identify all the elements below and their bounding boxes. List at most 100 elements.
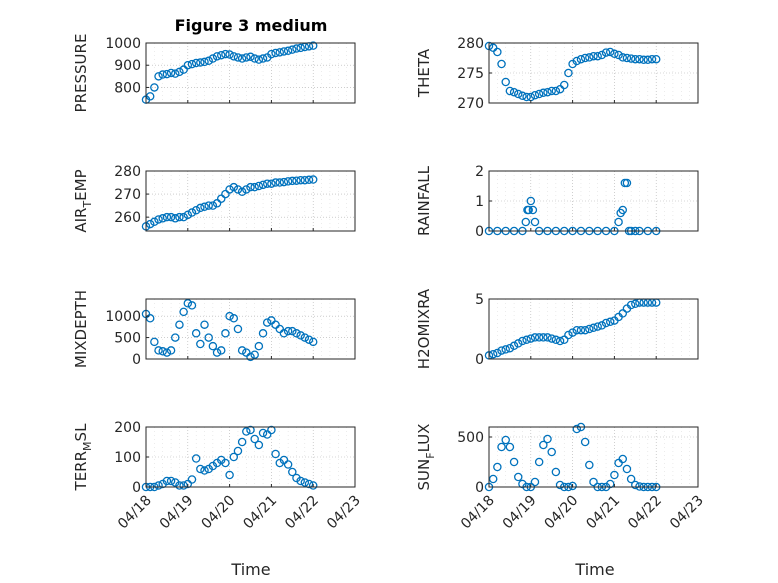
data-point — [509, 87, 519, 97]
data-point — [179, 307, 188, 317]
data-point — [279, 177, 289, 187]
data-point — [288, 176, 297, 186]
data-point — [572, 56, 582, 66]
axes-box — [488, 298, 699, 360]
data-point — [196, 339, 205, 349]
data-point — [254, 440, 264, 450]
data-point — [539, 88, 548, 98]
data-point — [530, 333, 540, 342]
data-point — [166, 476, 176, 486]
data-point — [279, 329, 289, 338]
x-tick-label: 04/18 — [115, 493, 155, 533]
data-point — [559, 335, 569, 345]
data-point — [534, 89, 544, 99]
data-point — [171, 214, 180, 223]
data-point — [208, 54, 218, 63]
data-point — [530, 90, 540, 100]
data-point — [304, 335, 314, 344]
data-point — [262, 430, 272, 439]
data-point — [258, 180, 268, 190]
data-point — [216, 346, 226, 355]
data-point — [162, 212, 172, 222]
data-point — [288, 467, 297, 477]
data-point — [308, 481, 318, 490]
data-point — [233, 446, 243, 456]
data-point — [497, 59, 506, 69]
data-point — [237, 54, 247, 63]
data-point — [187, 475, 197, 484]
data-point — [229, 452, 239, 462]
data-point — [283, 177, 293, 186]
data-point — [183, 60, 193, 70]
data-point — [543, 333, 552, 342]
data-point — [145, 314, 155, 323]
data-point — [237, 346, 247, 355]
subplot-h2omixra: 0 5 H2OMIXRA — [415, 288, 699, 369]
data-point — [191, 58, 201, 68]
data-point — [518, 91, 527, 101]
data-point — [524, 205, 533, 215]
data-point — [580, 437, 590, 447]
data-point — [304, 175, 314, 185]
data-point — [150, 217, 159, 227]
data-point — [150, 337, 159, 347]
y-axis-label: TERRMSL — [72, 423, 94, 492]
data-point — [308, 175, 318, 184]
data-point — [631, 480, 640, 490]
data-point — [254, 181, 264, 191]
data-point — [154, 215, 163, 224]
data-point — [292, 176, 301, 185]
data-point — [530, 217, 540, 227]
data-point — [605, 479, 615, 489]
x-tick-label: 04/20 — [199, 493, 239, 533]
data-point — [200, 466, 209, 475]
data-point — [488, 474, 498, 484]
data-point — [175, 67, 184, 77]
data-point — [308, 337, 318, 347]
data-point — [522, 335, 531, 345]
data-point — [605, 47, 615, 57]
data-point — [208, 201, 218, 210]
data-point — [158, 347, 167, 356]
data-point — [618, 309, 628, 318]
data-point — [212, 52, 222, 61]
data-point — [191, 205, 201, 215]
data-point — [551, 467, 561, 477]
data-point — [283, 460, 293, 469]
data-point — [162, 348, 172, 357]
data-point — [576, 54, 586, 64]
data-point — [158, 70, 167, 79]
data-point — [225, 185, 234, 194]
data-point — [597, 321, 607, 330]
x-axis-label-right: Time — [574, 560, 614, 579]
figure-title: Figure 3 medium — [175, 16, 328, 35]
y-tick-label: 2 — [475, 164, 484, 180]
data-point — [651, 54, 661, 64]
data-point — [618, 205, 628, 215]
x-tick-label: 04/19 — [157, 493, 197, 533]
data-point — [242, 427, 251, 436]
data-point — [246, 182, 255, 192]
y-tick-label: 100 — [114, 450, 141, 466]
data-point — [250, 182, 259, 192]
data-point — [618, 53, 628, 62]
data-point — [626, 300, 636, 310]
data-point — [304, 479, 314, 489]
y-tick-label: 270 — [457, 96, 484, 112]
data-point — [204, 333, 213, 342]
data-point — [258, 54, 268, 63]
x-axis-label-left: Time — [230, 560, 270, 579]
data-point — [246, 352, 255, 362]
data-point — [267, 49, 276, 59]
data-point — [559, 80, 569, 90]
data-point — [229, 52, 239, 61]
data-point — [191, 454, 201, 463]
data-point — [275, 48, 285, 57]
data-point — [530, 477, 540, 487]
data-point — [175, 212, 184, 222]
data-point — [196, 58, 205, 67]
data-point — [154, 481, 163, 490]
data-point — [514, 339, 523, 348]
data-point — [166, 212, 176, 222]
